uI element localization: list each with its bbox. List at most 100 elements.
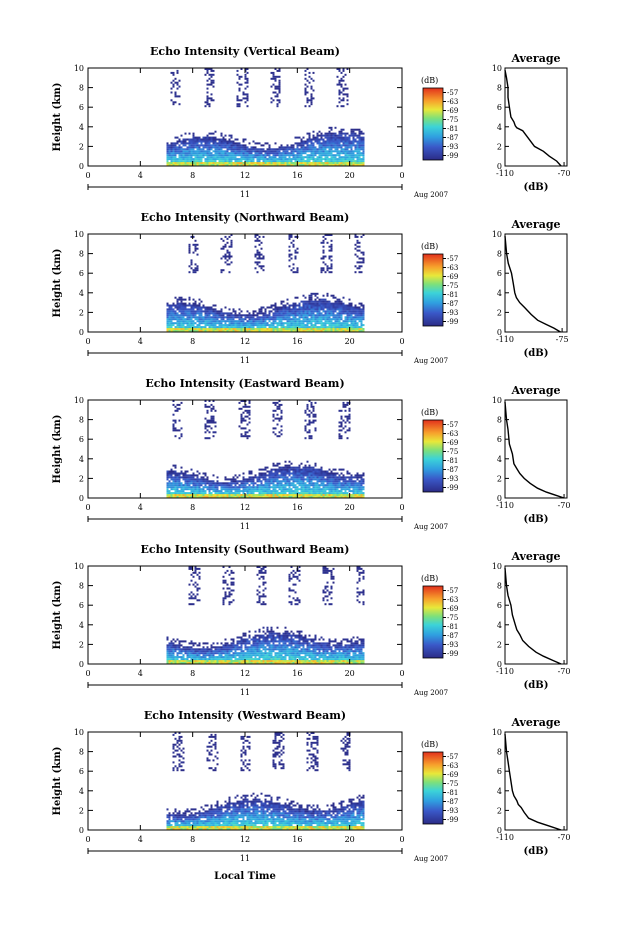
heatmap-cell [178, 152, 181, 155]
heatmap-cell [234, 330, 237, 332]
heatmap-cell [326, 472, 329, 475]
heatmap-cell [272, 156, 275, 159]
heatmap-cell [270, 492, 273, 495]
heatmap-cell [276, 152, 279, 155]
heatmap-cell [174, 148, 177, 151]
heatmap-cell [236, 480, 239, 483]
heatmap-cell [340, 146, 343, 149]
heatmap-cell [352, 128, 355, 131]
heatmap-cell [216, 494, 219, 496]
heatmap-cell [194, 247, 197, 250]
heatmap-cell [216, 318, 219, 321]
heatmap-cell [284, 474, 287, 477]
heatmap-cell [248, 160, 251, 163]
heatmap-cell [224, 484, 227, 487]
heatmap-cell [264, 308, 267, 311]
heatmap-cell [334, 328, 337, 330]
heatmap-cell [352, 494, 355, 496]
heatmap-cell [174, 150, 177, 153]
heatmap-cell [198, 154, 201, 157]
heatmap-cell [224, 476, 227, 479]
heatmap-cell [290, 322, 293, 325]
heatmap-cell [218, 138, 221, 141]
heatmap-cell [326, 267, 329, 270]
heatmap-cell [244, 73, 247, 76]
heatmap-cell [266, 148, 269, 151]
heatmap-cell [350, 496, 353, 498]
heatmap-cell [206, 476, 209, 479]
heatmap-cell [334, 162, 337, 164]
heatmap-cell [188, 322, 191, 325]
heatmap-cell [360, 302, 363, 305]
heatmap-cell [280, 486, 283, 489]
heatmap-cell [254, 486, 257, 489]
average-title: Average [510, 218, 560, 231]
heatmap-cell [180, 160, 183, 163]
heatmap-cell [166, 652, 169, 655]
heatmap-cell [352, 480, 355, 483]
heatmap-cell [226, 140, 229, 143]
heatmap-cell [340, 150, 343, 153]
heatmap-cell [170, 486, 173, 489]
heatmap-cell [360, 316, 363, 319]
heatmap-cell [270, 482, 273, 485]
heatmap-cell [298, 474, 301, 477]
heatmap-cell [178, 474, 181, 477]
heatmap-cell [178, 644, 181, 647]
heatmap-cell [304, 87, 307, 90]
heatmap-cell [336, 68, 339, 70]
heatmap-cell [182, 316, 185, 319]
heatmap-cell [346, 162, 349, 164]
heatmap-cell [350, 128, 353, 131]
heatmap-cell [336, 484, 339, 487]
heatmap-cell [192, 146, 195, 149]
heatmap-cell [214, 154, 217, 157]
heatmap-cell [208, 437, 211, 440]
heatmap-cell [354, 310, 357, 313]
heatmap-cell [274, 401, 277, 404]
heatmap-cell [170, 158, 173, 161]
heatmap-cell [262, 154, 265, 157]
x-tick-label: 0 [85, 337, 90, 346]
heatmap-cell [272, 318, 275, 321]
heatmap-cell [282, 484, 285, 487]
heatmap-cell [348, 421, 351, 424]
heatmap-cell [236, 324, 239, 327]
heatmap-cell [320, 156, 323, 159]
heatmap-cell [174, 478, 177, 481]
heatmap-cell [186, 652, 189, 655]
heatmap-cell [168, 658, 171, 661]
heatmap-cell [342, 302, 345, 305]
heatmap-cell [286, 318, 289, 321]
heatmap-cell [324, 146, 327, 149]
heatmap-cell [198, 496, 201, 498]
heatmap-cell [296, 136, 299, 139]
heatmap-cell [224, 142, 227, 145]
heatmap-cell [214, 316, 217, 319]
heatmap-cell [208, 306, 211, 309]
heatmap-cell [180, 298, 183, 301]
heatmap-cell [306, 320, 309, 323]
heatmap-cell [260, 324, 263, 327]
heatmap-cell [312, 330, 315, 332]
heatmap-cell [294, 271, 297, 274]
heatmap-cell [300, 330, 303, 332]
heatmap-cell [340, 144, 343, 147]
heatmap-cell [282, 496, 285, 498]
heatmap-cell [354, 308, 357, 311]
heatmap-cell [244, 146, 247, 149]
heatmap-cell [312, 308, 315, 311]
heatmap-cell [300, 148, 303, 151]
heatmap-cell [276, 405, 279, 408]
heatmap-cell [360, 251, 363, 254]
heatmap-cell [176, 83, 179, 86]
heatmap-cell [292, 476, 295, 479]
heatmap-cell [324, 150, 327, 153]
heatmap-cell [206, 437, 209, 440]
heatmap-cell [330, 263, 333, 266]
heatmap-cell [292, 152, 295, 155]
heatmap-cell [356, 241, 359, 244]
heatmap-cell [290, 234, 293, 236]
heatmap-cell [288, 488, 291, 491]
heatmap-cell [322, 158, 325, 161]
